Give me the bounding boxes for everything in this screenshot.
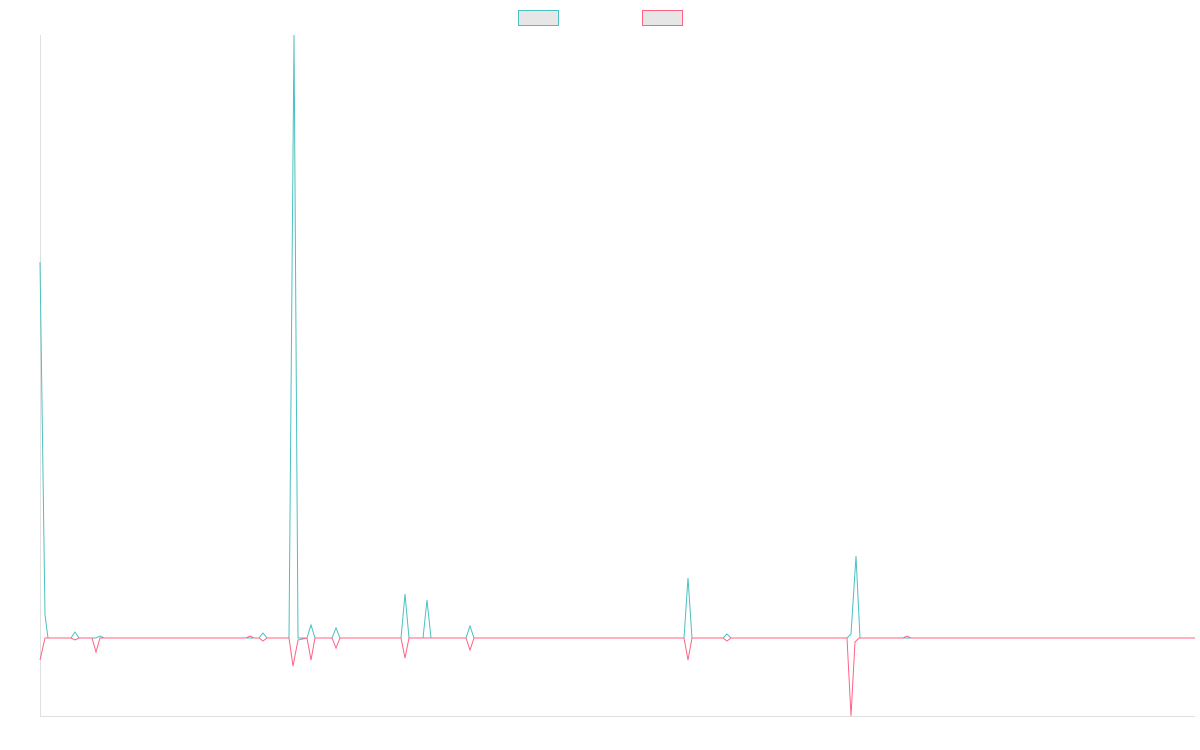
legend-swatch <box>518 10 559 26</box>
data-line <box>39 34 1195 639</box>
data-line <box>39 635 1195 717</box>
legend-swatch <box>642 10 683 26</box>
